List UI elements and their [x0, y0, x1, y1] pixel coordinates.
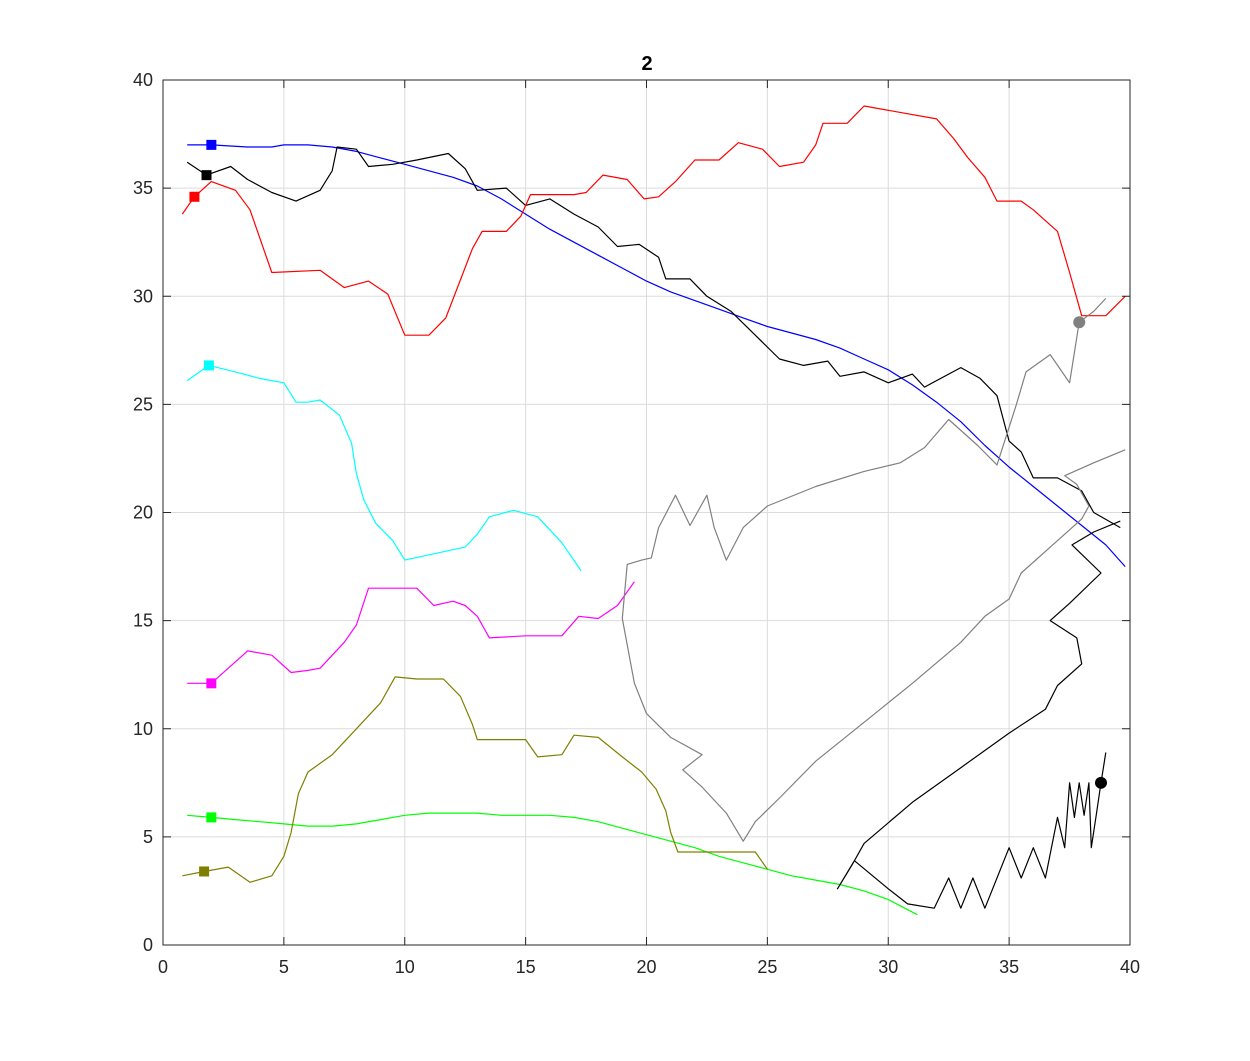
series-marker-square-6 [199, 866, 210, 877]
series-marker-square-2 [189, 191, 200, 202]
chart-title: 2 [641, 53, 652, 75]
y-tick-label: 25 [133, 394, 153, 414]
x-tick-label: 10 [395, 957, 415, 977]
x-tick-label: 0 [158, 957, 168, 977]
series-line-2 [181, 105, 1126, 336]
y-tick-label: 35 [133, 178, 153, 198]
series-marker-square-1 [201, 170, 212, 181]
series-layer [181, 105, 1126, 916]
y-tick-label: 5 [143, 827, 153, 847]
series-marker-square-5 [206, 812, 217, 823]
y-tick-label: 0 [143, 935, 153, 955]
series-line-5 [187, 812, 918, 916]
x-tick-label: 20 [636, 957, 656, 977]
x-tick-label: 15 [516, 957, 536, 977]
marker-layer [189, 139, 1107, 877]
grid [163, 80, 1130, 945]
series-marker-square-3 [203, 360, 214, 371]
series-line-1 [186, 146, 1121, 529]
series-line-7 [621, 297, 1126, 842]
series-line-8 [836, 520, 1121, 909]
x-tick-label: 30 [878, 957, 898, 977]
series-line-0 [187, 144, 1126, 567]
series-line-3 [186, 364, 582, 572]
series-marker-circle-8 [1094, 776, 1107, 789]
series-marker-square-4 [206, 678, 217, 689]
series-line-4 [187, 581, 635, 684]
y-axis-ticks: 0 5 10 15 20 25 30 35 40 [133, 70, 1130, 955]
y-tick-label: 30 [133, 286, 153, 306]
x-tick-label: 35 [999, 957, 1019, 977]
x-axis-ticks: 0 5 10 15 20 25 30 35 40 [158, 80, 1140, 977]
x-tick-label: 40 [1120, 957, 1140, 977]
series-marker-square-0 [206, 139, 217, 150]
x-tick-label: 25 [757, 957, 777, 977]
y-tick-label: 20 [133, 503, 153, 523]
y-tick-label: 10 [133, 719, 153, 739]
y-tick-label: 15 [133, 611, 153, 631]
x-tick-label: 5 [279, 957, 289, 977]
series-marker-circle-7 [1073, 316, 1086, 329]
y-tick-label: 40 [133, 70, 153, 90]
series-line-6 [182, 676, 768, 883]
